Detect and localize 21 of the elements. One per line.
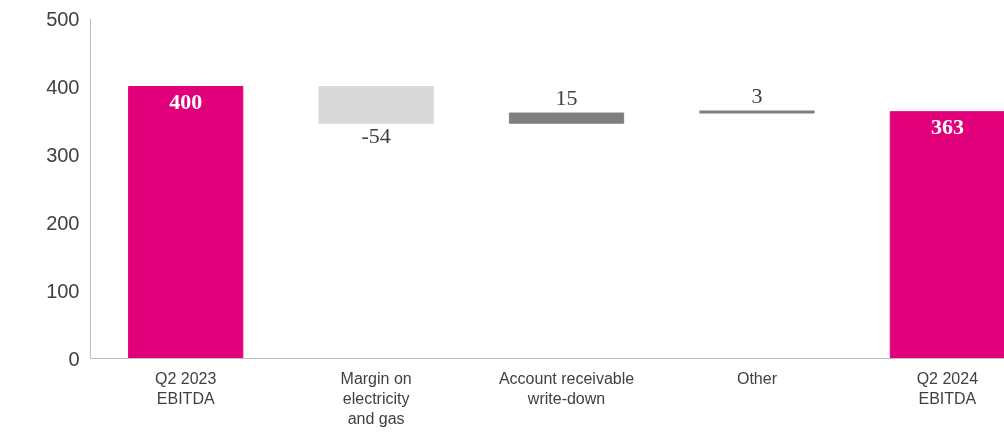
data-label: -54 <box>361 123 391 149</box>
data-label: 15 <box>555 85 578 111</box>
y-tick-label: 300 <box>46 143 80 166</box>
x-tick-label: Account receivable write-down <box>498 369 635 407</box>
y-tick-label: 200 <box>46 211 80 234</box>
x-tick-label: Q2 2023 EBITDA <box>155 369 217 407</box>
x-tick-label: Other <box>736 369 778 387</box>
data-label: 363 <box>930 113 964 139</box>
x-tick-label: Q2 2024 EBITDA <box>916 369 979 407</box>
bar <box>128 86 244 359</box>
bar <box>508 112 625 124</box>
y-tick-label: 500 <box>46 7 80 30</box>
x-tick-label: Margin on electricity and gas <box>340 369 412 428</box>
y-tick-label: 400 <box>46 75 80 98</box>
data-label: 3 <box>751 82 763 108</box>
bar <box>699 110 815 114</box>
bar <box>889 111 1004 359</box>
y-tick-label: 0 <box>68 347 80 370</box>
data-label: 400 <box>169 88 203 114</box>
y-tick-label: 100 <box>46 279 80 302</box>
bar <box>318 86 434 124</box>
